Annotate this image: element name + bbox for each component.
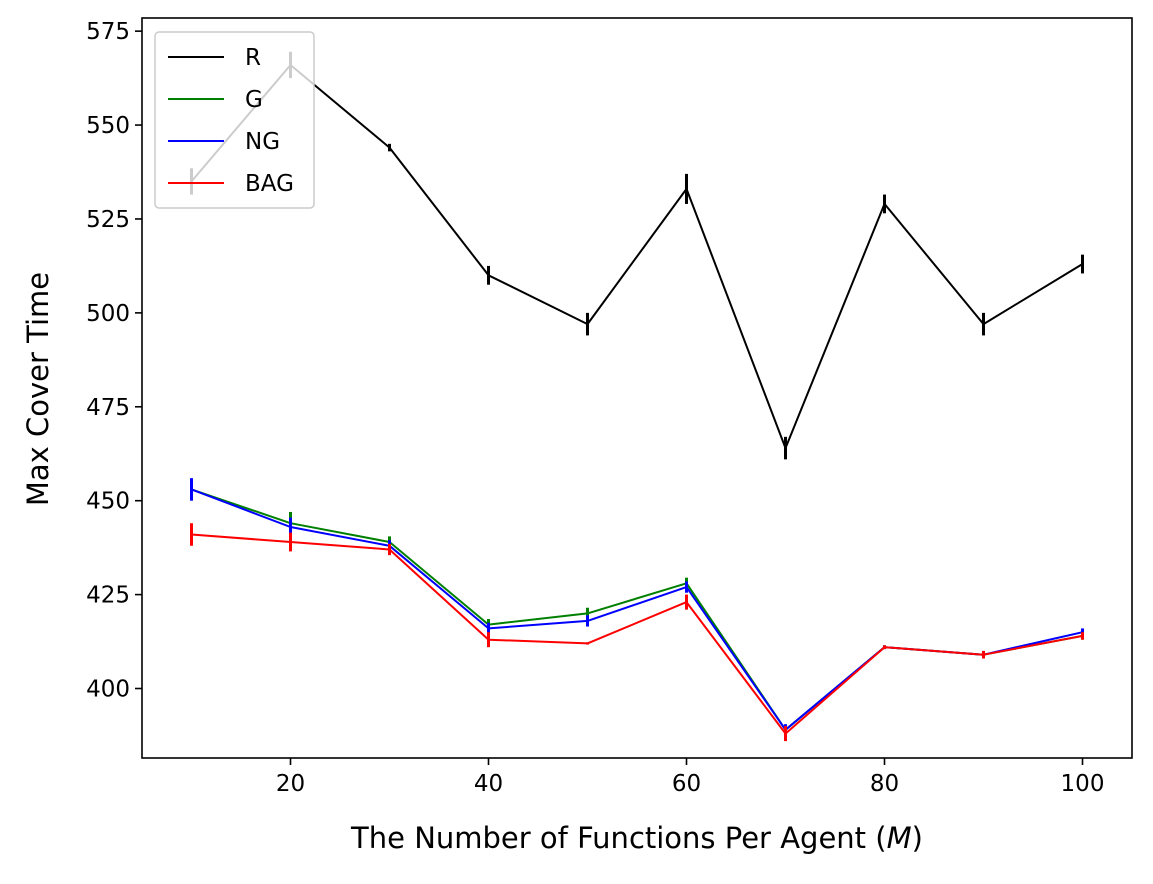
series-layer xyxy=(190,51,1084,742)
y-tick-label: 525 xyxy=(86,207,130,233)
series-g xyxy=(190,481,1084,734)
y-axis-label: Max Cover Time xyxy=(21,272,55,506)
x-tick-label: 40 xyxy=(474,771,503,797)
legend-label-bag: BAG xyxy=(245,171,294,197)
series-line-g xyxy=(191,488,1083,731)
y-tick-label: 575 xyxy=(86,19,130,45)
x-tick-label: 60 xyxy=(672,771,701,797)
legend-box xyxy=(154,31,315,209)
series-r xyxy=(190,51,1084,460)
legend-label-ng: NG xyxy=(245,129,280,155)
series-line-r xyxy=(190,64,1084,450)
x-tick-label: 100 xyxy=(1061,771,1105,797)
series-line-bag xyxy=(191,533,1083,735)
x-tick-label: 20 xyxy=(276,771,305,797)
x-tick-label: 80 xyxy=(870,771,899,797)
ticks-layer: 20 40 60 80 100 400 425 450 475 500 525 550 575 xyxy=(86,19,1104,797)
legend-item-g: G xyxy=(168,87,263,113)
legend-item-r: R xyxy=(168,45,261,71)
plot-frame xyxy=(141,17,1133,759)
legend-item-ng: NG xyxy=(168,129,280,155)
legend-label-g: G xyxy=(245,87,263,113)
x-axis-label: The Number of Functions Per Agent (M) xyxy=(350,821,923,855)
y-tick-label: 550 xyxy=(86,113,130,139)
series-line-ng xyxy=(191,488,1083,731)
y-tick-label: 400 xyxy=(86,677,130,703)
y-tick-label: 450 xyxy=(86,489,130,515)
y-tick-label: 475 xyxy=(86,395,130,421)
y-tick-label: 500 xyxy=(86,301,130,327)
y-tick-label: 425 xyxy=(86,583,130,609)
legend-label-r: R xyxy=(245,45,261,71)
series-ng xyxy=(190,478,1084,736)
legend-item-bag: BAG xyxy=(168,171,294,197)
series-bag xyxy=(190,523,1084,742)
legend: RG NG BAG xyxy=(154,31,315,209)
